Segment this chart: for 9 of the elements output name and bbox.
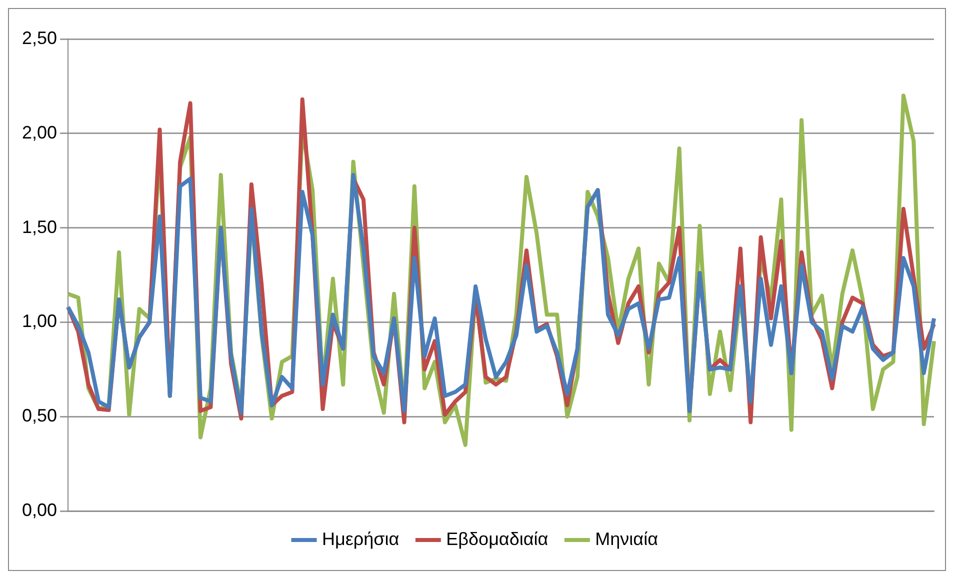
legend-label: Ημερήσια: [322, 528, 400, 549]
y-tick-label: 0,00: [22, 500, 58, 520]
y-tick-label: 1,50: [22, 216, 58, 237]
legend-label: Μηνιαία: [595, 528, 658, 549]
y-tick-label: 0,50: [22, 406, 58, 426]
y-tick-label: 1,00: [22, 311, 58, 332]
y-tick-label: 2,50: [22, 28, 58, 48]
legend-label: Εβδομαδιαία: [446, 528, 548, 549]
y-tick-label: 2,00: [22, 122, 58, 142]
